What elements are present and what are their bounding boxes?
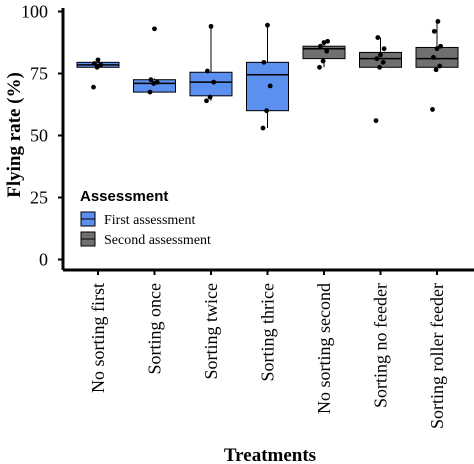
data-point [317, 64, 322, 70]
box-group [415, 19, 459, 112]
y-tick-label: 0 [39, 250, 48, 270]
data-point [381, 46, 387, 52]
data-point [91, 84, 96, 90]
plot-area [76, 19, 459, 131]
data-point [437, 63, 443, 69]
y-tick-label: 100 [21, 2, 48, 22]
y-tick-label: 25 [30, 188, 48, 208]
data-point [378, 52, 383, 58]
data-point [433, 67, 439, 73]
data-point [374, 56, 380, 62]
data-point [434, 46, 440, 52]
data-point [325, 38, 330, 44]
x-tick-label: No sorting second [314, 283, 334, 414]
data-point [204, 98, 209, 104]
data-point [147, 89, 153, 95]
box [189, 71, 233, 97]
data-point [260, 125, 266, 131]
data-point [98, 62, 104, 68]
legend-title: Assessment [80, 188, 168, 205]
legend-label: Second assessment [104, 233, 211, 248]
data-point [151, 81, 157, 86]
box-group [302, 38, 346, 70]
data-point [431, 54, 436, 60]
box-group [189, 23, 233, 104]
data-point [148, 77, 154, 83]
data-point [431, 28, 437, 34]
box-group [359, 35, 402, 124]
box [246, 61, 289, 112]
data-point [207, 94, 213, 100]
box-group [133, 26, 176, 95]
data-point [435, 19, 441, 24]
x-tick-label: Sorting thrice [258, 283, 278, 381]
data-point [267, 83, 273, 89]
data-point [318, 43, 323, 49]
axes: 0 25 50 75 100 No sorting first Sorting once So… [21, 2, 474, 429]
y-tick-label: 50 [30, 126, 48, 146]
data-point [92, 61, 97, 66]
legend-label: First assessment [104, 213, 196, 228]
x-tick-label: Sorting once [145, 283, 165, 375]
data-point [438, 43, 443, 49]
data-point [324, 48, 330, 54]
box-group [76, 57, 120, 90]
data-point [373, 118, 379, 124]
y-axis-title: Flying rate (%) [4, 72, 25, 198]
data-point [94, 64, 100, 70]
data-point [265, 22, 270, 28]
data-point [375, 35, 381, 40]
x-tick-label: Sorting no feeder [371, 283, 391, 408]
legend-entry: First assessment [80, 211, 196, 228]
data-point [208, 23, 214, 29]
box-group [246, 22, 289, 131]
data-point [320, 58, 326, 64]
legend-entry: Second assessment [80, 231, 211, 248]
data-point [264, 108, 269, 114]
data-point [211, 79, 217, 85]
x-axis-title: Treatments [224, 445, 316, 464]
data-point [261, 59, 267, 65]
x-tick-label: No sorting first [88, 283, 108, 393]
data-point [321, 40, 327, 45]
data-point [380, 59, 386, 65]
x-tick-label: Sorting twice [201, 283, 221, 380]
data-point [152, 26, 157, 32]
data-point [430, 107, 435, 112]
data-point [95, 57, 101, 63]
legend: Assessment First assessment Second assess… [80, 188, 211, 248]
data-point [154, 79, 160, 85]
data-point [377, 64, 382, 70]
x-tick-label: Sorting roller feeder [427, 283, 447, 429]
data-point [205, 68, 210, 74]
y-tick-label: 75 [30, 64, 48, 84]
